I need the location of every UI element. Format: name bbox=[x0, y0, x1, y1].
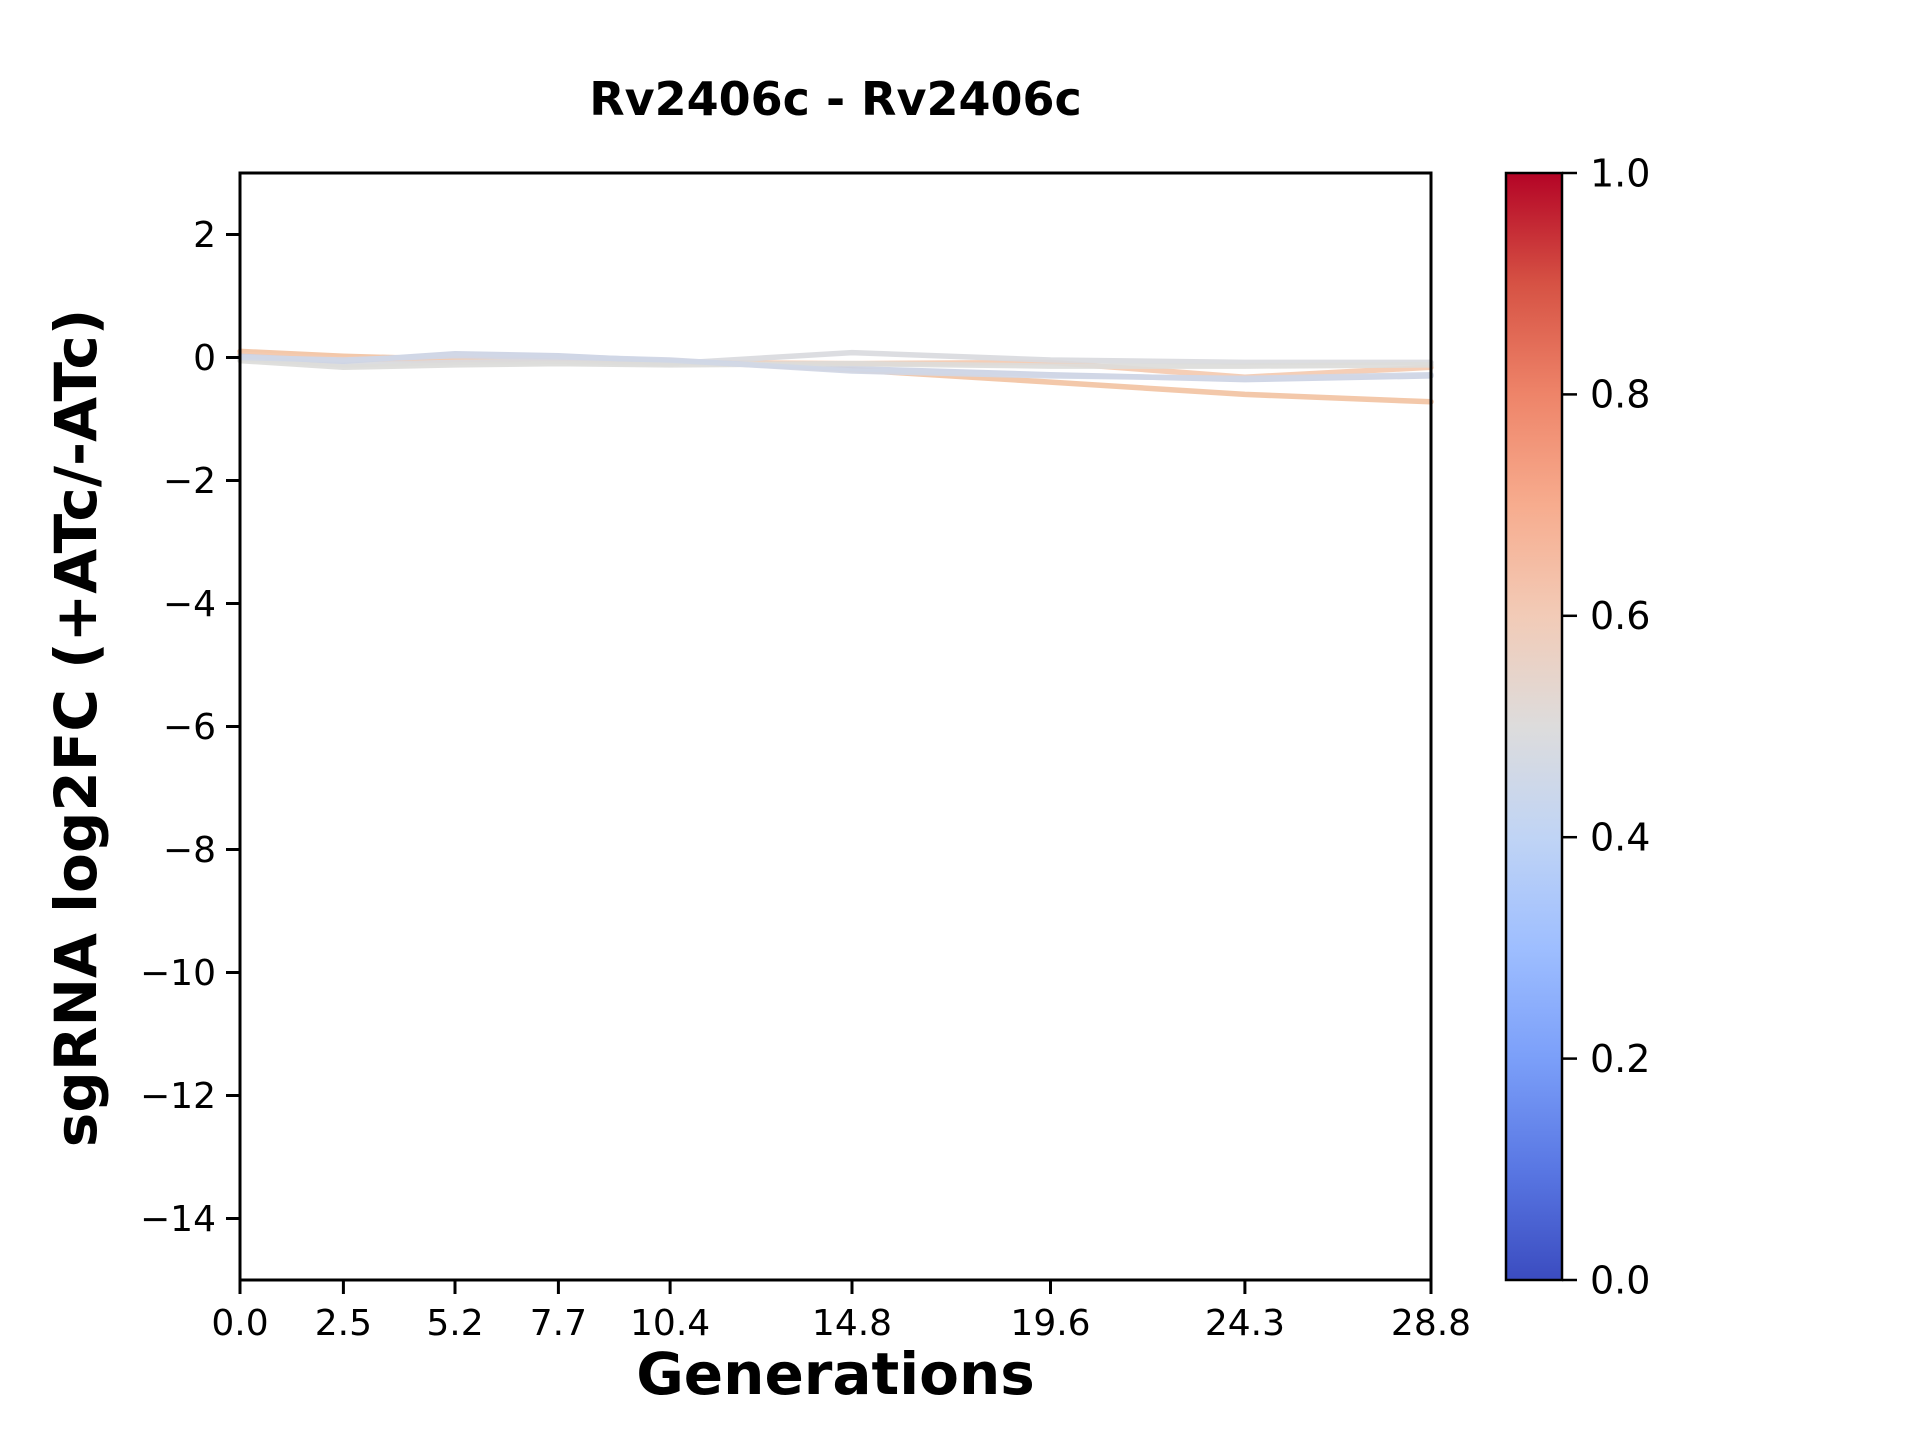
y-tick-label: −2 bbox=[163, 461, 216, 502]
x-tick-label: 19.6 bbox=[1010, 1303, 1090, 1344]
y-tick-label: −12 bbox=[140, 1076, 216, 1117]
colorbar-tick-label: 0.8 bbox=[1590, 373, 1650, 417]
x-tick-label: 0.0 bbox=[211, 1303, 268, 1344]
chart-title: Rv2406c - Rv2406c bbox=[589, 72, 1082, 126]
colorbar bbox=[1504, 171, 1564, 1282]
x-tick-label: 24.3 bbox=[1205, 1303, 1285, 1344]
y-tick-label: −14 bbox=[140, 1199, 216, 1240]
colorbar-tick-label: 0.6 bbox=[1590, 594, 1650, 638]
y-tick-label: 2 bbox=[193, 215, 216, 256]
x-tick-label: 5.2 bbox=[426, 1303, 483, 1344]
x-axis-label: Generations bbox=[636, 1340, 1035, 1408]
y-tick-label: −8 bbox=[163, 830, 216, 871]
series-line-sgRNA-6 bbox=[237, 352, 1434, 382]
series-line-sgRNA-5 bbox=[237, 357, 1434, 371]
x-tick-label: 28.8 bbox=[1391, 1303, 1471, 1344]
y-tick-label: 0 bbox=[193, 338, 216, 379]
y-axis-label: sgRNA log2FC (+ATc/-ATc) bbox=[42, 308, 110, 1148]
colorbar-tick-label: 0.4 bbox=[1590, 816, 1650, 860]
y-tick-label: −10 bbox=[140, 953, 216, 994]
colorbar-tick-label: 1.0 bbox=[1590, 151, 1650, 195]
colorbar-tick-label: 0.2 bbox=[1590, 1037, 1650, 1081]
y-tick-label: −4 bbox=[163, 584, 216, 625]
y-tick-label: −6 bbox=[163, 707, 216, 748]
x-tick-label: 7.7 bbox=[530, 1303, 587, 1344]
plot-spines bbox=[238, 171, 1433, 1282]
x-tick-label: 10.4 bbox=[630, 1303, 710, 1344]
x-tick-label: 14.8 bbox=[812, 1303, 892, 1344]
colorbar-tick-label: 0.0 bbox=[1590, 1258, 1650, 1302]
x-tick-label: 2.5 bbox=[315, 1303, 372, 1344]
